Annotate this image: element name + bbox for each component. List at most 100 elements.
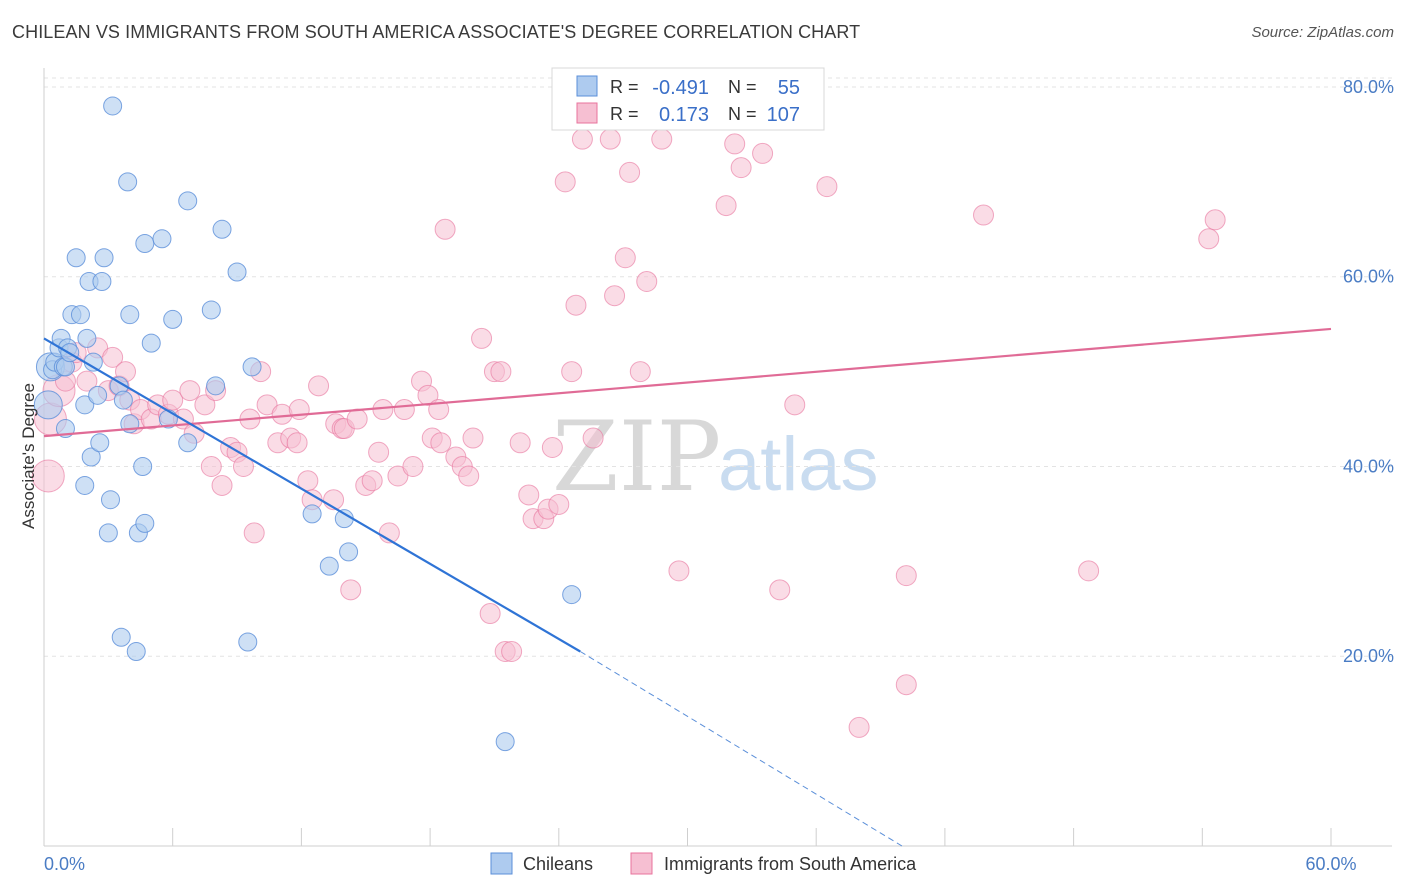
pink-point-99 <box>895 565 917 587</box>
y-axis-title: Associate's Degree <box>19 383 38 529</box>
legend-bottom-label-chileans: Chileans <box>523 854 593 874</box>
blue-point-38 <box>141 333 161 353</box>
watermark-atlas: atlas <box>718 422 879 507</box>
legend-bottom-swatch-pink <box>630 852 653 875</box>
pink-point-94 <box>752 142 774 164</box>
blue-point-16 <box>77 328 97 348</box>
legend-r-value-2: 0.173 <box>659 104 709 126</box>
chart-title: CHILEAN VS IMMIGRANTS FROM SOUTH AMERICA… <box>12 22 861 42</box>
pink-point-54 <box>402 455 424 477</box>
pink-point-0 <box>31 459 65 493</box>
pink-point-92 <box>724 133 746 155</box>
pink-trend-line <box>43 327 1332 438</box>
pink-point-78 <box>554 171 576 193</box>
blue-point-53 <box>339 542 359 562</box>
pink-point-56 <box>417 384 439 406</box>
blue-point-37 <box>135 513 155 533</box>
source-credit: Source: ZipAtlas.com <box>1251 24 1394 41</box>
legend-n-value-1: 55 <box>778 77 800 99</box>
blue-point-54 <box>562 585 582 605</box>
legend-n-value-2: 107 <box>767 104 800 126</box>
legend-r-label-1: R = <box>610 77 639 97</box>
correlation-legend: R = -0.491 N = 55 R = 0.173 N = 107 <box>551 67 825 131</box>
blue-point-48 <box>238 632 258 652</box>
pink-point-93 <box>730 157 752 179</box>
pink-point-86 <box>619 161 641 183</box>
pink-point-30 <box>243 522 265 544</box>
pink-point-66 <box>479 603 501 625</box>
legend-r-label-2: R = <box>610 104 639 124</box>
pink-point-82 <box>582 427 604 449</box>
pink-point-6 <box>76 370 98 392</box>
pink-point-81 <box>571 128 593 150</box>
pink-point-60 <box>434 218 456 240</box>
legend-swatch-blue <box>576 75 598 97</box>
blue-point-25 <box>100 490 120 510</box>
pink-point-100 <box>895 674 917 696</box>
pink-point-45 <box>340 579 362 601</box>
y-tick-label-2: 60.0% <box>1343 267 1394 287</box>
blue-series-points <box>33 96 582 752</box>
pink-point-96 <box>784 394 806 416</box>
pink-point-37 <box>288 399 310 421</box>
blue-point-43 <box>178 433 198 453</box>
pink-point-70 <box>501 641 523 662</box>
legend-n-label-2: N = <box>728 104 757 124</box>
pink-point-80 <box>565 294 587 316</box>
pink-point-101 <box>973 204 995 226</box>
legend-bottom-label-immigrants: Immigrants from South America <box>664 854 917 874</box>
pink-point-53 <box>393 399 415 421</box>
blue-point-0 <box>33 390 63 420</box>
pink-point-63 <box>458 465 480 487</box>
blue-point-39 <box>152 229 172 249</box>
pink-point-104 <box>1204 209 1226 231</box>
pink-series-points <box>31 128 1226 738</box>
pink-point-102 <box>1078 560 1100 582</box>
pink-point-87 <box>629 361 651 383</box>
blue-point-42 <box>178 191 198 211</box>
pink-point-89 <box>651 128 673 150</box>
blue-point-46 <box>212 219 232 239</box>
legend-r-value-1: -0.491 <box>652 77 709 99</box>
pink-point-91 <box>715 195 737 217</box>
blue-point-44 <box>201 300 221 320</box>
pink-point-20 <box>179 380 201 402</box>
legend-bottom-swatch-blue <box>490 852 513 875</box>
pink-point-103 <box>1198 228 1220 250</box>
axes <box>43 68 1392 847</box>
pink-point-72 <box>518 484 540 506</box>
blue-point-23 <box>94 248 114 268</box>
blue-point-14 <box>75 475 95 495</box>
y-tick-label-0: 20.0% <box>1343 646 1394 666</box>
blue-point-30 <box>118 172 138 192</box>
blue-point-33 <box>126 642 146 661</box>
x-tick-label-1: 60.0% <box>1305 854 1356 874</box>
pink-point-76 <box>541 437 563 459</box>
pink-point-48 <box>361 470 383 492</box>
blue-point-20 <box>88 385 108 405</box>
watermark-zip: ZIP <box>552 401 721 513</box>
blue-trend-extension <box>579 651 903 847</box>
blue-point-50 <box>302 504 322 524</box>
blue-point-21 <box>90 433 110 453</box>
pink-point-49 <box>368 441 390 463</box>
pink-point-28 <box>232 455 254 477</box>
blue-point-12 <box>66 248 86 268</box>
blue-point-36 <box>135 234 155 254</box>
pink-point-22 <box>194 394 216 416</box>
pink-point-90 <box>668 560 690 582</box>
blue-point-45 <box>206 376 226 396</box>
pink-point-64 <box>462 427 484 449</box>
pink-point-68 <box>490 361 512 383</box>
y-tick-label-1: 40.0% <box>1343 456 1394 476</box>
blue-point-29 <box>113 390 133 410</box>
pink-point-18 <box>162 389 184 411</box>
pink-point-9 <box>102 346 124 368</box>
blue-point-26 <box>103 96 123 116</box>
blue-point-24 <box>98 523 118 543</box>
blue-point-47 <box>227 262 247 282</box>
blue-point-28 <box>111 627 131 647</box>
blue-point-32 <box>120 305 140 325</box>
pink-point-65 <box>471 327 493 349</box>
